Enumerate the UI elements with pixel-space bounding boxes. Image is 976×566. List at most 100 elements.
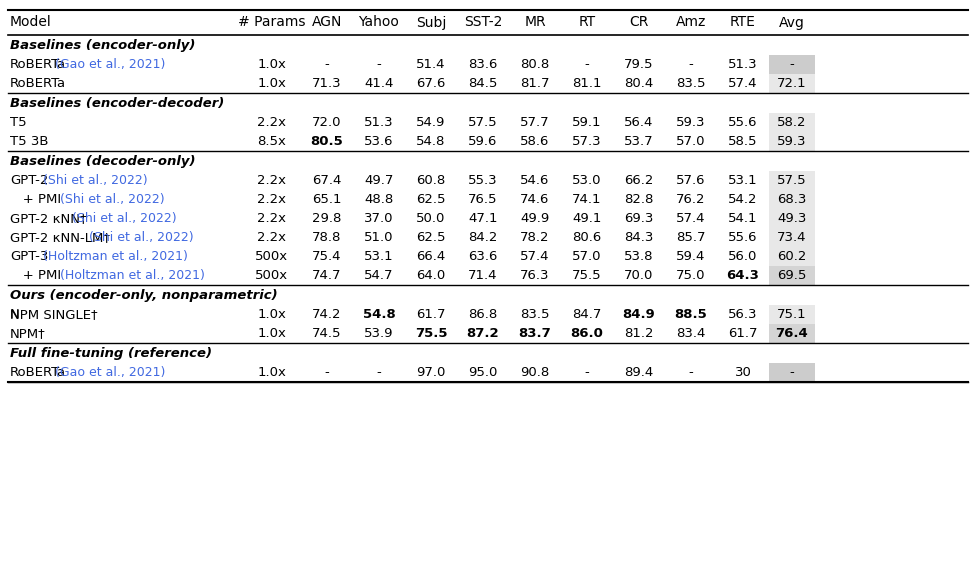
- Text: 73.4: 73.4: [777, 231, 807, 244]
- Text: SST-2: SST-2: [464, 15, 503, 29]
- Text: -: -: [377, 58, 382, 71]
- Text: 67.4: 67.4: [312, 174, 342, 187]
- Text: 61.7: 61.7: [728, 327, 757, 340]
- Text: 49.9: 49.9: [520, 212, 549, 225]
- Text: 53.6: 53.6: [364, 135, 393, 148]
- Text: 71.3: 71.3: [312, 77, 342, 90]
- Bar: [769, 74, 815, 93]
- Text: 53.0: 53.0: [572, 174, 602, 187]
- Text: 74.2: 74.2: [312, 308, 342, 321]
- Text: 57.5: 57.5: [777, 174, 807, 187]
- Text: -: -: [689, 366, 693, 379]
- Text: 57.4: 57.4: [728, 77, 757, 90]
- Text: 58.6: 58.6: [520, 135, 549, 148]
- Text: 70.0: 70.0: [625, 269, 654, 282]
- Text: 54.9: 54.9: [417, 116, 446, 129]
- Text: 84.3: 84.3: [625, 231, 654, 244]
- Text: MR: MR: [524, 15, 546, 29]
- Text: 83.6: 83.6: [468, 58, 498, 71]
- Text: 95.0: 95.0: [468, 366, 498, 379]
- Bar: [769, 171, 815, 190]
- Text: 86.8: 86.8: [468, 308, 498, 321]
- Text: 78.8: 78.8: [312, 231, 342, 244]
- Text: 51.0: 51.0: [364, 231, 393, 244]
- Text: 2.2x: 2.2x: [258, 231, 287, 244]
- Text: -: -: [790, 58, 794, 71]
- Text: 49.3: 49.3: [777, 212, 807, 225]
- Text: 71.4: 71.4: [468, 269, 498, 282]
- Text: 60.8: 60.8: [417, 174, 446, 187]
- Text: Model: Model: [10, 15, 52, 29]
- Text: 57.7: 57.7: [520, 116, 549, 129]
- Text: 80.8: 80.8: [520, 58, 549, 71]
- Text: 51.3: 51.3: [364, 116, 393, 129]
- Text: Subj: Subj: [416, 15, 446, 29]
- Text: 1.0x: 1.0x: [258, 308, 286, 321]
- Text: 56.4: 56.4: [625, 116, 654, 129]
- Text: (Holtzman et al., 2021): (Holtzman et al., 2021): [39, 250, 187, 263]
- Text: 55.6: 55.6: [728, 116, 757, 129]
- Text: 53.9: 53.9: [364, 327, 393, 340]
- Text: 8.5x: 8.5x: [258, 135, 286, 148]
- Text: 53.1: 53.1: [728, 174, 757, 187]
- Text: (Shi et al., 2022): (Shi et al., 2022): [86, 231, 194, 244]
- Text: 59.3: 59.3: [676, 116, 706, 129]
- Text: 53.7: 53.7: [625, 135, 654, 148]
- Text: 84.7: 84.7: [572, 308, 601, 321]
- Text: 79.5: 79.5: [625, 58, 654, 71]
- Text: (Shi et al., 2022): (Shi et al., 2022): [68, 212, 177, 225]
- Text: T5 3B: T5 3B: [10, 135, 49, 148]
- Text: 60.2: 60.2: [777, 250, 807, 263]
- Text: 30: 30: [735, 366, 752, 379]
- Text: Baselines (encoder-decoder): Baselines (encoder-decoder): [10, 96, 224, 109]
- Text: 2.2x: 2.2x: [258, 212, 287, 225]
- Text: 76.5: 76.5: [468, 193, 498, 206]
- Text: 54.8: 54.8: [363, 308, 395, 321]
- Text: 59.6: 59.6: [468, 135, 498, 148]
- Text: 83.4: 83.4: [676, 327, 706, 340]
- Text: 67.6: 67.6: [417, 77, 446, 90]
- Text: 74.1: 74.1: [572, 193, 602, 206]
- Text: Ours (encoder-only, nonparametric): Ours (encoder-only, nonparametric): [10, 289, 277, 302]
- Text: 54.2: 54.2: [728, 193, 757, 206]
- Text: 41.4: 41.4: [364, 77, 393, 90]
- Text: RoBERTa: RoBERTa: [10, 58, 66, 71]
- Text: 57.0: 57.0: [676, 135, 706, 148]
- Text: -: -: [585, 366, 590, 379]
- Bar: [769, 209, 815, 228]
- Text: 57.0: 57.0: [572, 250, 602, 263]
- Text: 97.0: 97.0: [417, 366, 446, 379]
- Text: + PMI: + PMI: [10, 269, 61, 282]
- Text: 84.9: 84.9: [623, 308, 655, 321]
- Text: 85.7: 85.7: [676, 231, 706, 244]
- Text: 87.2: 87.2: [467, 327, 500, 340]
- Text: 75.1: 75.1: [777, 308, 807, 321]
- Text: 58.5: 58.5: [728, 135, 757, 148]
- Bar: [769, 266, 815, 285]
- Bar: [769, 132, 815, 151]
- Text: 61.7: 61.7: [416, 308, 446, 321]
- Text: 76.3: 76.3: [520, 269, 549, 282]
- Text: 89.4: 89.4: [625, 366, 654, 379]
- Text: 1.0x: 1.0x: [258, 77, 286, 90]
- Bar: [769, 113, 815, 132]
- Text: 66.2: 66.2: [625, 174, 654, 187]
- Text: 56.0: 56.0: [728, 250, 757, 263]
- Text: AGN: AGN: [311, 15, 343, 29]
- Bar: [769, 228, 815, 247]
- Text: 83.5: 83.5: [676, 77, 706, 90]
- Text: 81.2: 81.2: [625, 327, 654, 340]
- Text: 50.0: 50.0: [417, 212, 446, 225]
- Text: Amz: Amz: [675, 15, 707, 29]
- Text: -: -: [689, 58, 693, 71]
- Text: Full fine-tuning (reference): Full fine-tuning (reference): [10, 346, 212, 359]
- Text: NPM†: NPM†: [10, 327, 46, 340]
- Bar: [769, 305, 815, 324]
- Text: 55.3: 55.3: [468, 174, 498, 187]
- Text: 59.1: 59.1: [572, 116, 602, 129]
- Text: 57.5: 57.5: [468, 116, 498, 129]
- Text: 54.8: 54.8: [417, 135, 446, 148]
- Text: -: -: [325, 58, 329, 71]
- Text: 48.8: 48.8: [364, 193, 393, 206]
- Text: 2.2x: 2.2x: [258, 193, 287, 206]
